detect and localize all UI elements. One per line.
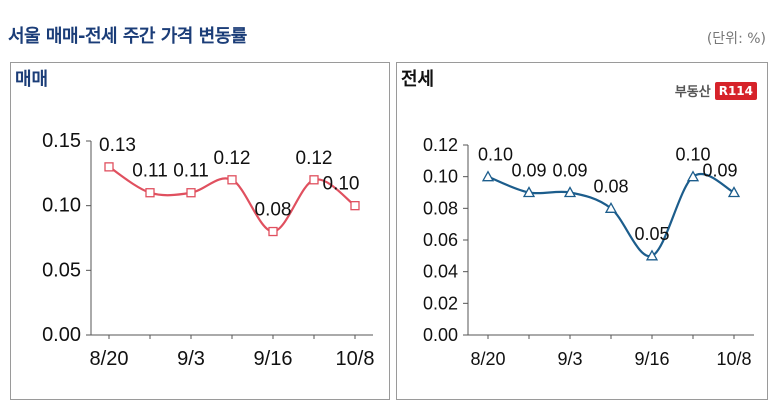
data-point [727, 186, 741, 198]
x-tick-label: 9/3 [177, 348, 205, 370]
data-label: 0.10 [323, 174, 360, 195]
x-tick-label: 10/8 [716, 349, 751, 369]
x-tick-label: 8/20 [90, 348, 129, 370]
data-label: 0.08 [255, 200, 292, 221]
y-tick-label: 0.12 [423, 135, 458, 155]
y-tick-label: 0.06 [423, 230, 458, 250]
sale-chart-title: 매매 [15, 69, 49, 90]
data-point [186, 188, 196, 198]
brand-text: 부동산 [674, 85, 711, 100]
y-tick-label: 0.10 [42, 195, 81, 217]
data-point [686, 170, 700, 182]
unit-label: (단위: %) [706, 31, 766, 47]
data-label: 0.12 [214, 148, 251, 169]
data-label: 0.09 [511, 161, 546, 181]
data-point [145, 188, 155, 198]
jeonse-line-chart: 0.00 0.02 0.04 0.06 0.08 0.10 0.12 8/20 9/3 9/16 1… [423, 135, 754, 369]
data-point [104, 162, 114, 172]
data-label: 0.09 [552, 161, 587, 181]
y-tick-label: 0.08 [423, 198, 458, 218]
y-tick-label: 0.05 [42, 259, 81, 281]
x-tick-label: 9/3 [557, 349, 582, 369]
data-point [563, 186, 577, 198]
data-point [227, 175, 237, 185]
sale-chart-panel: 매매 0.00 0.05 0.10 0.15 8/20 9/3 9/16 10/8 0.13 0.… [10, 62, 390, 400]
data-label: 0.10 [675, 145, 710, 165]
y-tick-label: 0.04 [423, 262, 458, 282]
data-label: 0.11 [173, 161, 209, 182]
jeonse-chart-title: 전세 [401, 69, 435, 90]
brand-logo: 부동산 R114 [675, 81, 757, 100]
y-tick-label: 0.00 [42, 324, 81, 346]
y-tick-label: 0.10 [423, 167, 458, 187]
y-tick-label: 0.00 [423, 325, 458, 345]
jeonse-chart-panel: 전세 부동산 R114 0.00 0.02 0.04 0.06 0.08 0.10 0.12… [396, 62, 768, 400]
sale-line-chart: 0.000.050.100.158/20 9/3 9/16 10/80.130.11 0… [42, 130, 375, 370]
x-tick-label: 8/20 [470, 349, 505, 369]
y-tick-label: 0.02 [423, 293, 458, 313]
data-label: 0.08 [593, 176, 628, 196]
data-point [350, 201, 360, 211]
data-point [604, 201, 618, 213]
data-label: 0.13 [99, 135, 136, 156]
x-tick-label: 9/16 [634, 349, 669, 369]
y-tick-label: 0.15 [42, 130, 81, 152]
brand-badge: R114 [714, 81, 757, 100]
data-label: 0.09 [702, 161, 737, 181]
data-point [268, 226, 278, 237]
data-point [645, 249, 659, 261]
data-point [522, 186, 536, 198]
x-tick-label: 9/16 [254, 348, 293, 370]
data-label: 0.12 [296, 148, 333, 169]
data-label: 0.11 [132, 161, 168, 182]
data-point [309, 175, 319, 185]
page-title: 서울 매매-전세 주간 가격 변동률 [8, 26, 247, 47]
data-label: 0.05 [634, 224, 669, 244]
data-label: 0.10 [478, 145, 513, 165]
x-tick-label: 10/8 [336, 348, 375, 370]
data-point [481, 170, 495, 182]
